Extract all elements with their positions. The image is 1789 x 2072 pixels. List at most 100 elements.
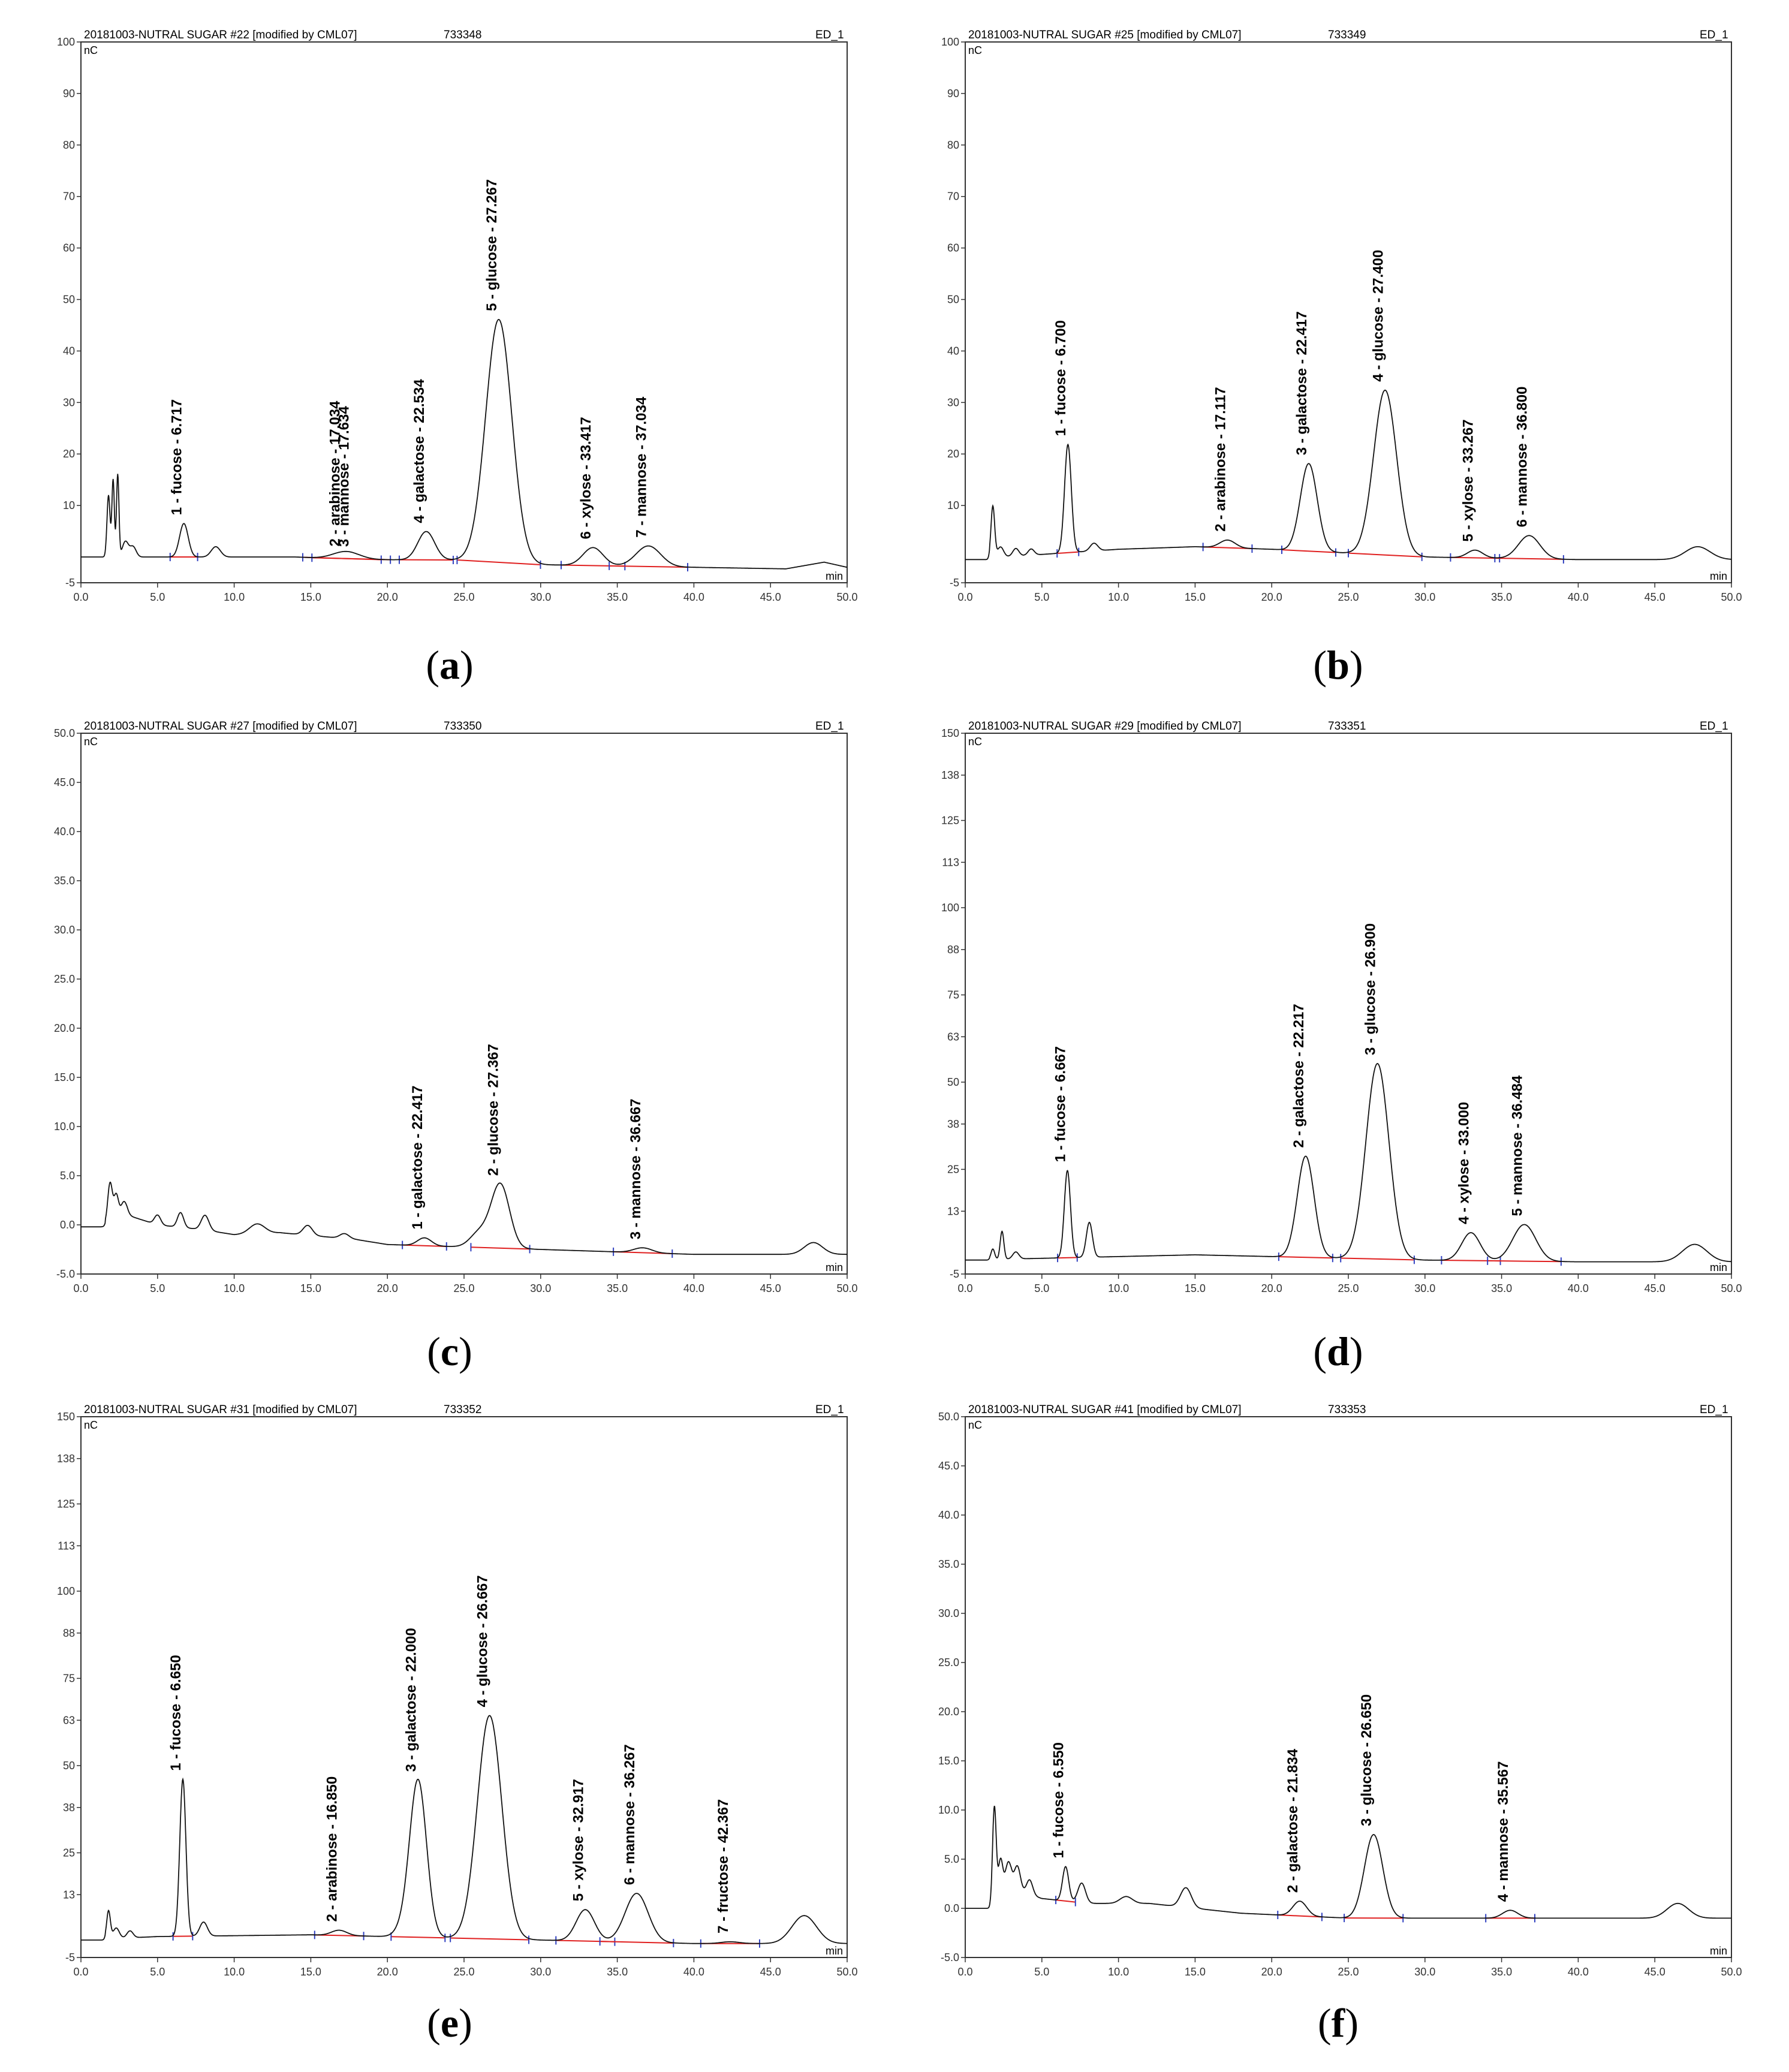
peak-label: 3 - galactose - 22.417 — [1294, 311, 1310, 455]
header-id: 733350 — [444, 720, 481, 733]
y-tick-label: -5.0 — [941, 1951, 959, 1963]
x-tick-label: 50.0 — [1721, 1282, 1742, 1292]
y-unit-label: nC — [968, 1419, 982, 1431]
header-detector: ED_1 — [1700, 720, 1728, 733]
caption-letter: b — [1327, 642, 1350, 688]
caption-letter: e — [440, 2000, 459, 2046]
header-title: 20181003-NUTRAL SUGAR #27 [modified by C… — [84, 720, 357, 733]
x-tick-label: 50.0 — [836, 1966, 857, 1975]
plot-area: 1 - fucose - 6.700 2 - arabinose - 17.117… — [965, 250, 1732, 564]
x-tick-label: 40.0 — [683, 1282, 704, 1292]
x-tick-label: 15.0 — [300, 1966, 321, 1975]
peak-integration-baseline — [1495, 558, 1564, 560]
x-tick-label: 35.0 — [1491, 1966, 1512, 1975]
x-tick-label: 15.0 — [1185, 1282, 1206, 1292]
y-tick-label: 20.0 — [54, 1022, 75, 1034]
y-tick-label: -5 — [65, 577, 75, 589]
x-tick-label: 25.0 — [1338, 591, 1359, 601]
y-axis: -5 13 25 38 50 63 75 88 100 113 125 138 150 — [941, 727, 965, 1280]
x-unit-label: min — [826, 570, 843, 582]
header-id: 733349 — [1328, 29, 1366, 41]
y-unit-label: nC — [84, 736, 98, 748]
y-tick-label: 35.0 — [938, 1558, 959, 1570]
x-tick-label: 10.0 — [224, 591, 245, 601]
x-unit-label: min — [1710, 1261, 1727, 1273]
header-id: 733353 — [1328, 1404, 1366, 1416]
panel-caption-d: (d) — [1313, 1329, 1363, 1374]
header-title: 20181003-NUTRAL SUGAR #22 [modified by C… — [84, 29, 357, 41]
x-tick-label: 15.0 — [1185, 1966, 1206, 1975]
header-title: 20181003-NUTRAL SUGAR #29 [modified by C… — [968, 720, 1242, 733]
x-tick-label: 10.0 — [224, 1282, 245, 1292]
y-tick-label: 80 — [63, 139, 75, 151]
y-tick-label: 150 — [57, 1411, 75, 1423]
y-tick-label: 138 — [941, 769, 959, 781]
y-tick-label: 113 — [58, 1540, 75, 1552]
x-tick-label: 45.0 — [1645, 1966, 1665, 1975]
chromatogram-trace — [81, 319, 848, 570]
y-tick-label: 60 — [63, 242, 75, 254]
y-tick-label: 5.0 — [60, 1170, 75, 1182]
plot-frame — [965, 1416, 1732, 1958]
y-tick-label: 35.0 — [54, 875, 75, 887]
peak-label: 4 - xylose - 33.000 — [1456, 1102, 1472, 1224]
x-tick-label: 5.0 — [1034, 591, 1049, 601]
y-tick-label: 100 — [941, 902, 959, 914]
peak-integration-baseline — [1058, 1257, 1077, 1259]
peak-label: 1 - fucose - 6.667 — [1052, 1046, 1068, 1162]
x-tick-label: 0.0 — [73, 591, 88, 601]
peak-label: 4 - glucose - 26.667 — [475, 1575, 491, 1707]
x-unit-label: min — [826, 1945, 843, 1957]
y-tick-label: 20 — [947, 448, 959, 460]
header-id: 733351 — [1328, 720, 1366, 733]
x-tick-label: 10.0 — [1108, 1966, 1129, 1975]
y-tick-label: 90 — [947, 88, 959, 100]
plot-area: 1 - galactose - 22.417 2 - glucose - 27.3… — [81, 1044, 847, 1258]
header-detector: ED_1 — [1700, 1404, 1728, 1416]
y-tick-label: 25.0 — [938, 1657, 959, 1669]
plot-area: 1 - fucose - 6.667 2 - galactose - 22.217… — [965, 923, 1731, 1266]
y-tick-label: 70 — [63, 191, 75, 203]
plot-frame — [80, 733, 848, 1275]
peak-label: 3 - glucose - 26.900 — [1363, 923, 1379, 1055]
y-tick-label: 20 — [63, 448, 75, 460]
y-tick-label: 63 — [947, 1031, 959, 1043]
peak-integration-baseline — [1057, 551, 1079, 555]
chromatogram-panel-b: 20181003-NUTRAL SUGAR #25 [modified by C… — [941, 29, 1742, 601]
peak-label: 5 - glucose - 27.267 — [484, 179, 500, 311]
y-tick-label: 138 — [57, 1453, 75, 1465]
x-tick-label: 35.0 — [607, 1282, 628, 1292]
y-tick-label: 10 — [947, 499, 959, 511]
peak-label: 5 - mannose - 36.484 — [1510, 1075, 1526, 1216]
chromatogram-trace — [965, 1805, 1731, 1919]
y-tick-label: -5.0 — [56, 1268, 75, 1280]
plot-frame — [80, 41, 848, 583]
y-tick-label: 50 — [947, 294, 959, 306]
x-tick-label: 40.0 — [1568, 1966, 1589, 1975]
peak-integration-baseline — [1278, 1914, 1322, 1918]
chromatogram-panel-f: 20181003-NUTRAL SUGAR #41 [modified by C… — [938, 1404, 1742, 1975]
x-tick-label: 25.0 — [453, 1966, 474, 1975]
y-tick-label: 50 — [63, 294, 75, 306]
y-tick-label: 40 — [63, 345, 75, 357]
peak-label: 4 - galactose - 22.534 — [411, 379, 427, 523]
header-detector: ED_1 — [815, 29, 844, 41]
caption-letter: c — [440, 1329, 459, 1374]
y-tick-label: 150 — [941, 727, 959, 739]
y-tick-label: 50.0 — [938, 1411, 959, 1423]
y-tick-label: 100 — [57, 1585, 75, 1597]
panel-caption-e: (e) — [427, 2000, 472, 2046]
y-unit-label: nC — [968, 44, 982, 56]
y-tick-label: 13 — [947, 1205, 959, 1217]
peak-label: 4 - mannose - 35.567 — [1495, 1761, 1511, 1902]
x-tick-label: 5.0 — [1034, 1966, 1049, 1975]
peak-label: 3 - glucose - 26.650 — [1359, 1694, 1375, 1826]
header-title: 20181003-NUTRAL SUGAR #25 [modified by C… — [968, 29, 1242, 41]
y-tick-label: 70 — [947, 191, 959, 203]
y-unit-label: nC — [84, 44, 98, 56]
y-tick-label: 100 — [941, 36, 959, 48]
x-tick-label: 20.0 — [377, 1282, 398, 1292]
peak-integration-baseline — [1203, 546, 1252, 550]
plot-area: 1 - fucose - 6.650 2 - arabinose - 16.850… — [81, 1575, 847, 1948]
panel-caption-b: (b) — [1313, 642, 1363, 688]
